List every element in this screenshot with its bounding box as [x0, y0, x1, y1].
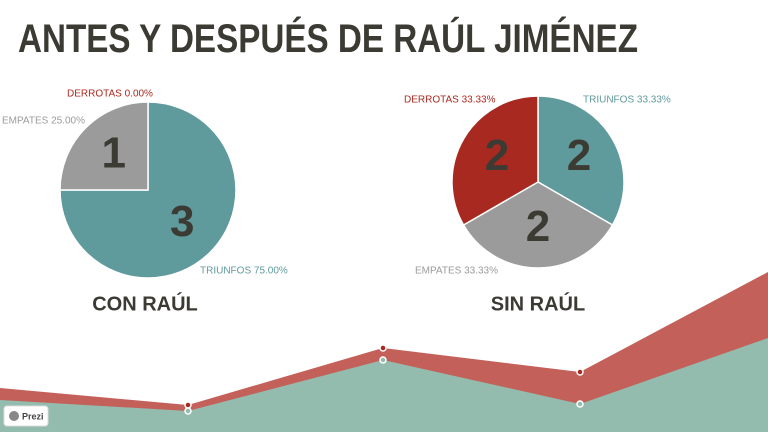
pie-slice — [537, 95, 625, 227]
pie-slice — [451, 95, 539, 227]
badge-text[interactable]: Prezi — [22, 411, 44, 421]
prezi-badge[interactable]: Prezi — [3, 405, 49, 427]
decor-green-area — [0, 338, 768, 432]
slice-label: TRIUNFOS 33.33% — [583, 95, 671, 106]
slice-label: TRIUNFOS 75.00% — [200, 266, 288, 277]
slice-count: 2 — [567, 131, 591, 180]
pie-slice — [59, 101, 149, 191]
slice-label: DERROTAS 0.00% — [67, 89, 153, 100]
decor-dots — [184, 344, 584, 415]
pie-slice — [462, 181, 614, 269]
chart-title: SIN RAÚL — [491, 291, 585, 315]
slice-label: EMPATES 33.33% — [415, 266, 498, 277]
slice-label: EMPATES 25.00% — [2, 116, 85, 127]
slice-count: 3 — [170, 197, 194, 246]
slice-count: 2 — [485, 131, 509, 180]
decor-red-area — [0, 272, 768, 432]
slide-title: ANTES Y DESPUÉS DE RAÚL JIMÉNEZ — [18, 15, 638, 61]
slice-count: 2 — [526, 202, 550, 251]
chart-title: CON RAÚL — [92, 291, 198, 315]
slice-count: 1 — [102, 128, 126, 177]
slice-label: DERROTAS 33.33% — [404, 95, 496, 106]
